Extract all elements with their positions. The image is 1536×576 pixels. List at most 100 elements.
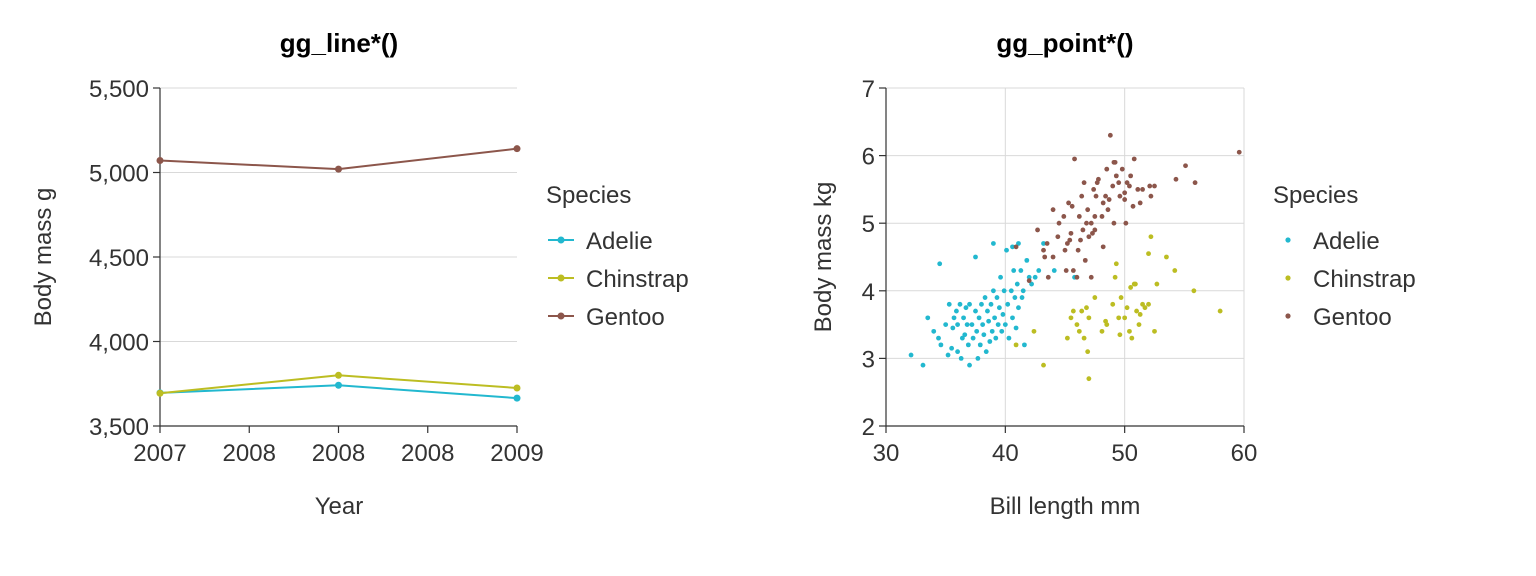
scatter-point-adelie	[986, 318, 992, 324]
legend-label-chinstrap: Chinstrap	[586, 266, 689, 293]
legend-label-adelie: Adelie	[586, 228, 653, 255]
scatter-point-chinstrap	[1117, 332, 1123, 338]
scatter-point-adelie	[963, 305, 969, 311]
scatter-point-chinstrap	[1086, 376, 1092, 382]
legend-label-adelie: Adelie	[1313, 228, 1380, 255]
series-gentoo	[1013, 132, 1242, 284]
scatter-point-adelie	[962, 332, 968, 338]
scatter-point-gentoo	[1062, 247, 1068, 253]
scatter-point-adelie	[964, 322, 970, 327]
scatter-chart-y-tick-label: 2	[862, 414, 875, 441]
legend-item-adelie: Adelie	[548, 228, 653, 255]
scatter-point-gentoo	[1075, 247, 1081, 253]
scatter-point-gentoo	[1137, 200, 1143, 206]
scatter-point-chinstrap	[1103, 318, 1108, 324]
scatter-point-gentoo	[1080, 227, 1086, 233]
scatter-point-gentoo	[1091, 187, 1097, 192]
scatter-point-gentoo	[1042, 254, 1048, 260]
scatter-point-adelie	[1014, 281, 1020, 287]
scatter-chart-legend: Species Adelie Chinstrap Gentoo	[1273, 182, 1416, 331]
scatter-point-gentoo	[1106, 197, 1112, 202]
legend-item-chinstrap: Chinstrap	[548, 266, 689, 293]
scatter-point-chinstrap	[1191, 288, 1197, 294]
scatter-point-chinstrap	[1152, 328, 1157, 334]
scatter-point-gentoo	[1105, 207, 1111, 213]
series-chinstrap	[156, 371, 521, 397]
scatter-point-adelie	[937, 261, 943, 267]
line-chart-panel: gg_line*() 3,500 4,000 4,500 5,000 5,500 2007…	[30, 28, 689, 520]
scatter-point-gentoo	[1122, 190, 1128, 196]
line-chart-tick-labels: 3,500 4,000 4,500 5,000 5,500 2007 2008 2008 200…	[89, 76, 544, 467]
scatter-point-gentoo	[1110, 183, 1116, 189]
scatter-point-chinstrap	[1092, 295, 1098, 300]
scatter-point-chinstrap	[1112, 274, 1118, 280]
scatter-point-chinstrap	[1128, 285, 1134, 290]
line-chart-y-tick-label: 4,000	[89, 330, 149, 357]
scatter-chart-y-axis-label: Body mass kg	[810, 182, 837, 333]
scatter-chart-x-tick-label: 60	[1231, 440, 1258, 467]
scatter-point-adelie	[955, 322, 960, 327]
scatter-chart-tick-labels: 2 3 4 5 6 7 30 40 50 60	[862, 76, 1258, 467]
legend-item-chinstrap: Chinstrap	[1285, 266, 1416, 293]
line-chart-legend-title: Species	[546, 182, 631, 209]
scatter-point-adelie	[925, 315, 931, 321]
scatter-point-gentoo	[1111, 220, 1117, 226]
scatter-chart-y-tick-label: 6	[862, 144, 875, 171]
scatter-point-adelie	[954, 308, 959, 314]
scatter-chart-y-tick-label: 3	[862, 346, 875, 373]
scatter-point-gentoo	[1074, 274, 1080, 280]
legend-key-point	[557, 274, 565, 282]
scatter-point-gentoo	[1123, 220, 1129, 226]
scatter-chart-title: gg_point*()	[996, 28, 1133, 58]
scatter-point-chinstrap	[1074, 322, 1080, 327]
scatter-point-chinstrap	[1068, 315, 1074, 321]
line-chart-x-tick-label: 2008	[312, 440, 365, 467]
data-point-gentoo	[513, 145, 521, 153]
series-adelie	[908, 241, 1077, 368]
scatter-point-adelie	[998, 274, 1003, 280]
legend-key-point	[557, 312, 565, 320]
scatter-point-gentoo	[1104, 166, 1110, 172]
scatter-point-gentoo	[1078, 237, 1083, 243]
scatter-point-adelie	[975, 356, 981, 361]
scatter-point-adelie	[987, 339, 993, 344]
line-chart-x-tick-label: 2009	[490, 440, 543, 467]
legend-item-adelie: Adelie	[1285, 228, 1380, 255]
scatter-point-chinstrap	[1146, 301, 1151, 307]
scatter-point-chinstrap	[1110, 301, 1116, 307]
scatter-point-chinstrap	[1122, 315, 1128, 321]
scatter-point-gentoo	[1152, 183, 1157, 189]
scatter-point-gentoo	[1088, 274, 1094, 280]
scatter-point-gentoo	[1140, 187, 1145, 192]
scatter-point-adelie	[977, 342, 983, 348]
scatter-point-adelie	[983, 349, 989, 355]
scatter-point-gentoo	[1041, 247, 1046, 253]
scatter-point-adelie	[981, 332, 987, 338]
scatter-chart-y-tick-label: 7	[862, 76, 875, 103]
scatter-point-gentoo	[1035, 227, 1040, 233]
scatter-point-gentoo	[1096, 176, 1101, 182]
scatter-point-gentoo	[1116, 180, 1122, 186]
scatter-point-gentoo	[1088, 220, 1094, 226]
scatter-point-adelie	[1041, 241, 1046, 246]
scatter-point-adelie	[985, 308, 990, 314]
scatter-point-adelie	[1036, 268, 1042, 273]
scatter-point-gentoo	[1093, 193, 1099, 199]
scatter-point-adelie	[967, 362, 972, 368]
scatter-chart-panel: gg_point*() 2 3 4 5 6 7 30 40 50 60 Bill length m…	[810, 28, 1416, 520]
scatter-point-chinstrap	[1076, 328, 1082, 334]
scatter-chart-legend-title: Species	[1273, 182, 1358, 209]
line-chart-y-tick-label: 3,500	[89, 414, 149, 441]
scatter-point-chinstrap	[1116, 315, 1122, 321]
scatter-point-gentoo	[1067, 237, 1073, 243]
scatter-point-adelie	[957, 301, 963, 307]
legend-key-point	[1285, 237, 1291, 243]
scatter-point-gentoo	[1081, 180, 1087, 186]
scatter-point-adelie	[988, 301, 994, 307]
line-chart-y-tick-label: 5,000	[89, 161, 149, 188]
data-point-chinstrap	[156, 389, 164, 397]
scatter-point-adelie	[1018, 268, 1024, 273]
scatter-chart-x-tick-label: 30	[873, 440, 900, 467]
scatter-point-adelie	[995, 322, 1001, 327]
scatter-point-chinstrap	[1070, 308, 1076, 314]
